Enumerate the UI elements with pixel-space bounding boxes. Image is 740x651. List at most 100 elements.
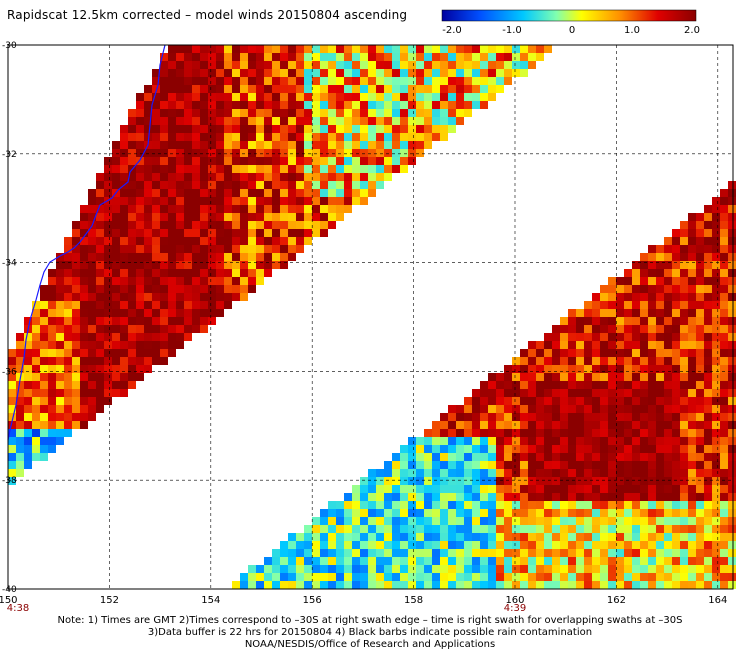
- wind-cell: [240, 269, 248, 277]
- wind-cell: [472, 517, 480, 525]
- wind-cell: [328, 125, 336, 133]
- wind-cell: [504, 77, 512, 85]
- wind-cell: [528, 581, 536, 589]
- wind-cell: [320, 541, 328, 549]
- wind-cell: [256, 85, 264, 93]
- wind-cell: [120, 245, 128, 253]
- wind-cell: [64, 365, 72, 373]
- wind-cell: [568, 437, 576, 445]
- wind-cell: [448, 101, 456, 109]
- wind-cell: [232, 173, 240, 181]
- wind-cell: [648, 541, 656, 549]
- wind-cell: [176, 333, 184, 341]
- wind-cell: [64, 269, 72, 277]
- wind-cell: [144, 205, 152, 213]
- wind-cell: [648, 509, 656, 517]
- wind-cell: [16, 397, 24, 405]
- wind-cell: [384, 501, 392, 509]
- wind-cell: [168, 325, 176, 333]
- wind-cell: [32, 389, 40, 397]
- wind-cell: [416, 45, 424, 53]
- wind-cell: [304, 133, 312, 141]
- wind-cell: [424, 133, 432, 141]
- wind-cell: [384, 549, 392, 557]
- wind-cell: [504, 381, 512, 389]
- wind-cell: [56, 381, 64, 389]
- wind-cell: [344, 45, 352, 53]
- wind-cell: [488, 389, 496, 397]
- wind-cell: [728, 357, 736, 365]
- wind-cell: [88, 237, 96, 245]
- wind-cell: [192, 213, 200, 221]
- wind-cell: [72, 389, 80, 397]
- wind-cell: [256, 61, 264, 69]
- wind-cell: [208, 125, 216, 133]
- wind-cell: [536, 453, 544, 461]
- wind-cell: [144, 101, 152, 109]
- wind-cell: [480, 69, 488, 77]
- wind-cell: [168, 237, 176, 245]
- wind-cell: [264, 133, 272, 141]
- wind-cell: [600, 517, 608, 525]
- wind-cell: [360, 565, 368, 573]
- wind-cell: [320, 533, 328, 541]
- wind-cell: [48, 341, 56, 349]
- wind-cell: [392, 101, 400, 109]
- wind-cell: [688, 253, 696, 261]
- wind-cell: [664, 525, 672, 533]
- wind-cell: [120, 221, 128, 229]
- wind-cell: [680, 381, 688, 389]
- wind-cell: [584, 437, 592, 445]
- wind-cell: [328, 525, 336, 533]
- wind-cell: [656, 301, 664, 309]
- wind-cell: [544, 373, 552, 381]
- wind-cell: [368, 125, 376, 133]
- wind-cell: [464, 61, 472, 69]
- wind-cell: [32, 365, 40, 373]
- wind-cell: [176, 261, 184, 269]
- wind-cell: [592, 365, 600, 373]
- wind-cell: [104, 229, 112, 237]
- wind-cell: [280, 61, 288, 69]
- wind-cell: [472, 477, 480, 485]
- wind-cell: [376, 165, 384, 173]
- wind-cell: [232, 181, 240, 189]
- wind-cell: [728, 477, 736, 485]
- wind-cell: [720, 453, 728, 461]
- wind-cell: [640, 389, 648, 397]
- wind-cell: [352, 573, 360, 581]
- wind-cell: [728, 445, 736, 453]
- wind-cell: [248, 213, 256, 221]
- wind-cell: [600, 549, 608, 557]
- wind-cell: [248, 173, 256, 181]
- wind-cell: [608, 317, 616, 325]
- wind-cell: [552, 565, 560, 573]
- wind-cell: [288, 245, 296, 253]
- wind-cell: [400, 117, 408, 125]
- wind-cell: [160, 69, 168, 77]
- wind-cell: [296, 125, 304, 133]
- note-line-2: 3)Data buffer is 22 hrs for 20150804 4) …: [147, 627, 593, 638]
- wind-cell: [528, 429, 536, 437]
- wind-cell: [720, 301, 728, 309]
- wind-cell: [368, 45, 376, 53]
- wind-cell: [424, 541, 432, 549]
- wind-cell: [600, 333, 608, 341]
- wind-cell: [288, 533, 296, 541]
- wind-cell: [424, 557, 432, 565]
- wind-cell: [664, 301, 672, 309]
- wind-cell: [40, 293, 48, 301]
- wind-cell: [640, 429, 648, 437]
- wind-cell: [176, 101, 184, 109]
- wind-cell: [232, 581, 240, 589]
- wind-cell: [440, 453, 448, 461]
- wind-cell: [672, 557, 680, 565]
- wind-cell: [416, 573, 424, 581]
- wind-cell: [120, 293, 128, 301]
- wind-cell: [152, 325, 160, 333]
- wind-cell: [304, 77, 312, 85]
- wind-cell: [680, 229, 688, 237]
- wind-cell: [632, 277, 640, 285]
- wind-cell: [200, 277, 208, 285]
